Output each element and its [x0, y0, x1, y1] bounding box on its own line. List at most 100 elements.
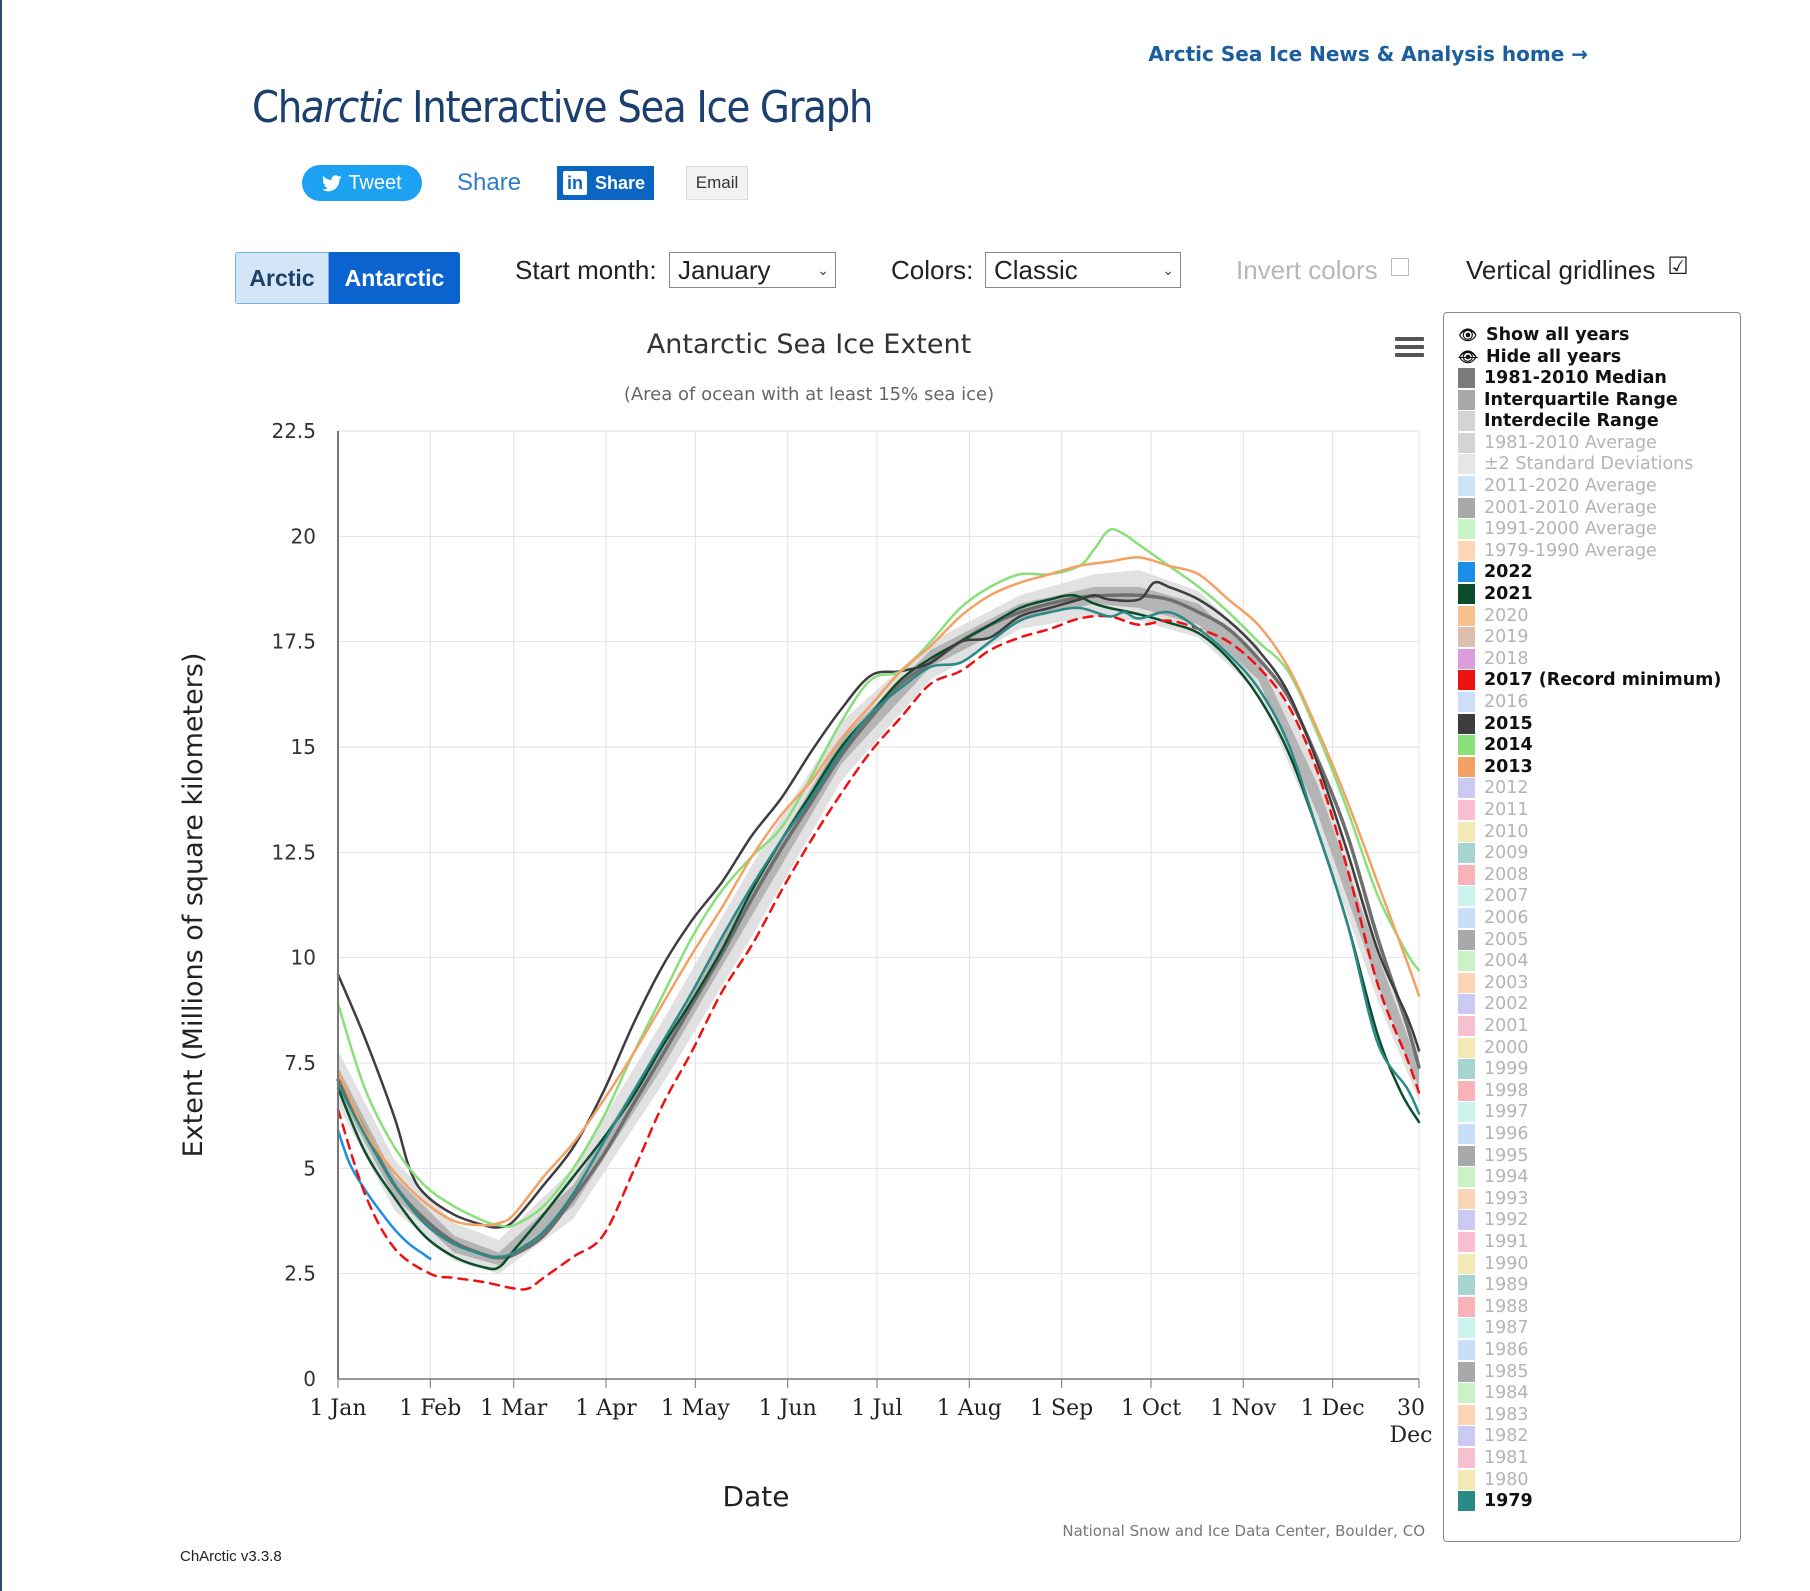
credit-label: National Snow and Ice Data Center, Bould… — [1062, 1522, 1425, 1540]
y-tick-label: 20 — [291, 524, 316, 548]
x-tick-label: 1 Mar — [480, 1396, 548, 1421]
legend-item[interactable]: 1988 — [1458, 1296, 1529, 1317]
legend-item[interactable]: 2014 — [1458, 735, 1533, 756]
legend-item[interactable]: 2011-2020 Average — [1458, 476, 1657, 496]
legend-swatch — [1458, 648, 1475, 669]
home-link[interactable]: Arctic Sea Ice News & Analysis home → — [1148, 42, 1588, 66]
legend-label: 1981-2010 Average — [1484, 432, 1657, 453]
invert-colors-checkbox[interactable] — [1391, 258, 1409, 276]
legend-item[interactable]: 1992 — [1458, 1210, 1529, 1231]
legend-item[interactable]: 1980 — [1458, 1469, 1529, 1490]
legend-label: 2013 — [1484, 756, 1533, 777]
legend-panel: 👁 Show all years 👁 Hide all years 1981-2… — [1443, 312, 1741, 1542]
legend-item[interactable]: 2011 — [1458, 800, 1529, 820]
legend-item[interactable]: 1997 — [1458, 1102, 1529, 1123]
legend-item[interactable]: 2017 (Record minimum) — [1458, 670, 1721, 691]
legend-item[interactable]: 2016 — [1458, 692, 1529, 712]
chart: Antarctic Sea Ice Extent (Area of ocean w… — [180, 329, 1432, 1540]
legend-swatch — [1458, 670, 1475, 691]
legend-swatch — [1458, 1016, 1475, 1036]
legend-item[interactable]: 1979 — [1458, 1491, 1533, 1512]
legend-item[interactable]: 2003 — [1458, 972, 1529, 993]
legend-item[interactable]: 2012 — [1458, 778, 1529, 799]
legend-item[interactable]: 2013 — [1458, 756, 1533, 777]
legend-item[interactable]: 1981 — [1458, 1448, 1529, 1468]
legend-item[interactable]: 1983 — [1458, 1404, 1529, 1425]
legend-item[interactable]: 2006 — [1458, 908, 1529, 928]
chart-title: Antarctic Sea Ice Extent — [647, 329, 971, 360]
legend-item[interactable]: 2022 — [1458, 562, 1533, 583]
legend-item[interactable]: 1986 — [1458, 1340, 1529, 1360]
y-tick-label: 15 — [291, 735, 316, 759]
y-tick-label: 5 — [303, 1156, 316, 1180]
arctic-button[interactable]: Arctic — [235, 252, 329, 304]
legend-item[interactable]: 1991 — [1458, 1232, 1529, 1252]
legend-item[interactable]: 1979-1990 Average — [1458, 540, 1657, 561]
legend-label: 1994 — [1484, 1167, 1529, 1188]
legend-item[interactable]: ±2 Standard Deviations — [1458, 454, 1693, 475]
legend-item[interactable]: 1991-2000 Average — [1458, 519, 1657, 540]
legend-item[interactable]: 1990 — [1458, 1253, 1529, 1274]
legend-item[interactable]: 2021 — [1458, 584, 1533, 604]
legend-item[interactable]: 1996 — [1458, 1124, 1529, 1144]
legend-item[interactable]: 2001-2010 Average — [1458, 497, 1657, 518]
hamburger-menu-icon — [1395, 353, 1424, 357]
y-tick-label: 17.5 — [271, 630, 316, 654]
legend-swatch — [1458, 1340, 1475, 1360]
legend-item[interactable]: 1981-2010 Median — [1458, 368, 1667, 388]
legend-swatch — [1458, 1188, 1475, 1209]
start-month-select[interactable]: January ⌄ — [669, 252, 836, 288]
legend-item[interactable]: 1989 — [1458, 1275, 1529, 1296]
legend-item[interactable]: 1985 — [1458, 1361, 1529, 1382]
legend-item[interactable]: 1981-2010 Average — [1458, 432, 1657, 453]
legend-swatch — [1458, 1059, 1475, 1080]
facebook-share-button[interactable]: Share — [457, 169, 522, 196]
legend-item[interactable]: 2019 — [1458, 627, 1529, 648]
colors-select[interactable]: Classic ⌄ — [985, 252, 1181, 288]
legend-item[interactable]: Interdecile Range — [1458, 411, 1659, 432]
legend-swatch — [1458, 821, 1475, 842]
legend-item[interactable]: 2002 — [1458, 994, 1529, 1015]
legend-label: 1980 — [1484, 1469, 1529, 1490]
legend-item[interactable]: 2008 — [1458, 864, 1529, 885]
title-prefix: Ch — [252, 82, 302, 133]
legend-label: Interdecile Range — [1484, 411, 1659, 432]
hide-all-years-button[interactable]: 👁 Hide all years — [1458, 347, 1621, 367]
legend-item[interactable]: 2004 — [1458, 951, 1529, 972]
antarctic-button[interactable]: Antarctic — [329, 252, 460, 304]
legend-label: 2003 — [1484, 972, 1529, 993]
legend-label: 2022 — [1484, 562, 1533, 583]
legend-swatch — [1458, 540, 1475, 561]
vertical-gridlines-label: Vertical gridlines — [1466, 255, 1656, 285]
legend-item[interactable]: 1987 — [1458, 1318, 1529, 1339]
vertical-gridlines-checkbox[interactable]: ☑ — [1667, 253, 1689, 280]
linkedin-share-button[interactable]: in Share — [557, 166, 654, 200]
legend-item[interactable]: 2020 — [1458, 605, 1529, 626]
legend-item[interactable]: 1984 — [1458, 1383, 1529, 1404]
legend-item[interactable]: Interquartile Range — [1458, 389, 1678, 410]
legend-item[interactable]: 2018 — [1458, 648, 1529, 669]
legend-item[interactable]: 1994 — [1458, 1167, 1529, 1188]
legend-item[interactable]: 2005 — [1458, 929, 1529, 950]
legend-item[interactable]: 2007 — [1458, 886, 1529, 907]
legend-swatch — [1458, 908, 1475, 928]
legend-swatch — [1458, 1469, 1475, 1490]
legend-label: 2002 — [1484, 994, 1529, 1015]
legend-item[interactable]: 2000 — [1458, 1037, 1529, 1058]
legend-item[interactable]: 1993 — [1458, 1188, 1529, 1209]
legend-item[interactable]: 1999 — [1458, 1059, 1529, 1080]
email-button[interactable]: Email — [686, 166, 748, 200]
legend-item[interactable]: 2015 — [1458, 713, 1533, 734]
show-all-years-button[interactable]: 👁 Show all years — [1458, 325, 1629, 345]
title-suffix: Interactive Sea Ice Graph — [401, 82, 873, 133]
legend-item[interactable]: 1982 — [1458, 1426, 1529, 1447]
legend-item[interactable]: 1995 — [1458, 1145, 1529, 1166]
legend-item[interactable]: 1998 — [1458, 1080, 1529, 1101]
legend-item[interactable]: 2009 — [1458, 843, 1529, 864]
legend-swatch — [1458, 432, 1475, 453]
legend-item[interactable]: 2001 — [1458, 1016, 1529, 1036]
legend-item[interactable]: 2010 — [1458, 821, 1529, 842]
legend-label: 2020 — [1484, 605, 1529, 626]
chevron-down-icon: ⌄ — [1162, 262, 1174, 278]
tweet-button[interactable]: Tweet — [302, 165, 422, 201]
